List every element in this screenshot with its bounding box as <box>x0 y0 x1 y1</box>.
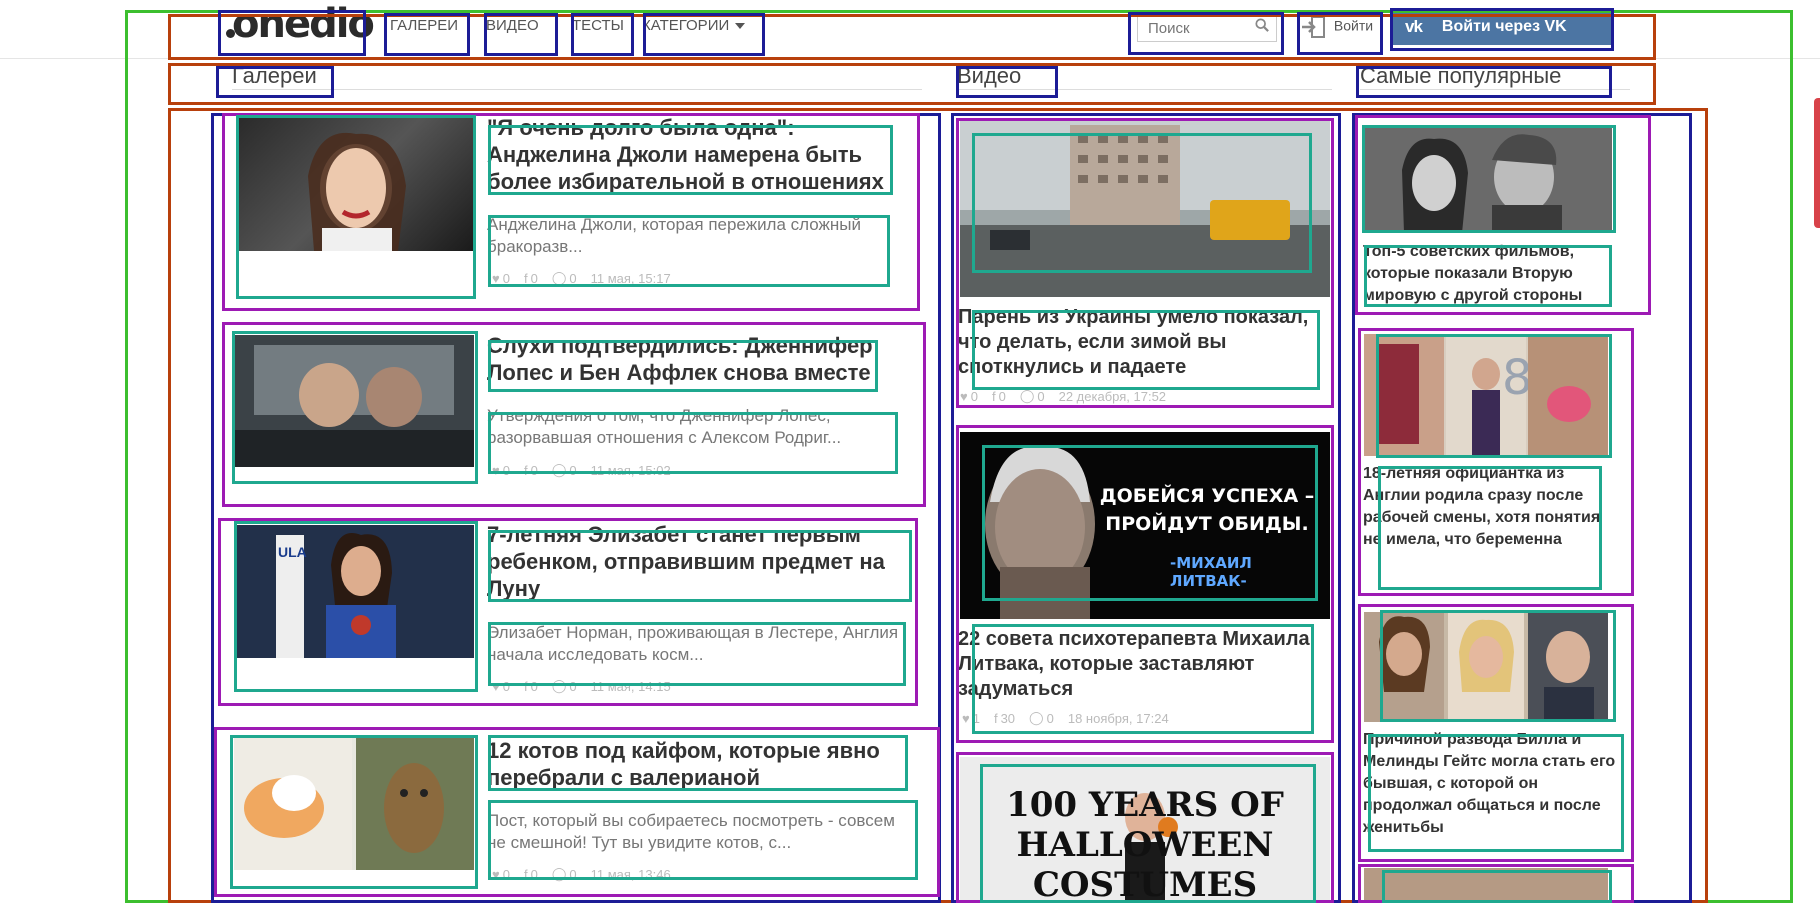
gallery-desc-3: Элизабет Норман, проживающая в Лестере, … <box>487 623 899 664</box>
like-icon[interactable]: ♥ 1 <box>962 710 980 726</box>
like-icon[interactable]: ♥ 0 <box>492 270 510 286</box>
facebook-icon[interactable]: f 0 <box>523 866 538 882</box>
video-image-1 <box>960 120 1330 297</box>
popular-title-3[interactable]: Причиной развода Билла и Мелинды Гейтс м… <box>1363 731 1616 836</box>
popular-thumb-1[interactable] <box>1364 125 1612 233</box>
section-rule <box>957 89 1332 90</box>
popular-thumb-2[interactable]: 8 <box>1364 334 1608 456</box>
gallery-image-1 <box>308 132 406 251</box>
vk-icon: vk <box>1405 17 1423 36</box>
gallery-image-2 <box>234 335 474 467</box>
search-box[interactable] <box>1137 12 1277 42</box>
popular-thumb-4[interactable] <box>1364 868 1608 903</box>
search-input[interactable] <box>1146 14 1250 42</box>
timestamp: 11 мая, 14:15 <box>590 678 671 694</box>
timestamp: 22 декабря, 17:52 <box>1058 388 1167 404</box>
popular-thumb-3[interactable] <box>1364 612 1608 722</box>
nav-categories[interactable]: КАТЕГОРИИ <box>642 17 746 34</box>
scroll-accent <box>1814 98 1820 228</box>
video-image-3 <box>960 757 1330 903</box>
gallery-title-1[interactable]: "Я очень долго была одна": Анджелина Джо… <box>487 115 884 194</box>
timestamp: 18 ноября, 17:24 <box>1067 710 1169 726</box>
like-icon[interactable]: ♥ 0 <box>492 462 510 478</box>
whatsapp-icon[interactable]: ◯ 0 <box>551 462 577 478</box>
popular-title-1[interactable]: Топ-5 советских фильмов, которые показал… <box>1363 243 1583 304</box>
gallery-thumb-2[interactable] <box>234 335 474 467</box>
gallery-title-3[interactable]: 7-летняя Элизабет станет первым ребенком… <box>487 522 885 601</box>
gallery-desc-2: Утверждения о том, что Дженнифер Лопес, … <box>487 406 842 447</box>
vk-login-button[interactable]: vk Войти через VK <box>1393 9 1613 45</box>
video-meta-1: ♥ 0 f 0 ◯ 0 22 декабря, 17:52 <box>960 388 1166 404</box>
login-link[interactable]: Войти <box>1300 16 1373 38</box>
section-rule <box>232 89 922 90</box>
gallery-title-2[interactable]: Слухи подтвердились: Дженнифер Лопес и Б… <box>487 333 873 385</box>
facebook-icon[interactable]: f 0 <box>523 462 538 478</box>
gallery-meta-4: ♥ 0 f 0 ◯ 0 11 мая, 13:46 <box>492 866 671 882</box>
popular-image-2: 8 <box>1364 334 1608 456</box>
svg-text:8: 8 <box>1502 350 1533 406</box>
gallery-meta-1: ♥ 0 f 0 ◯ 0 11 мая, 15:17 <box>492 270 671 286</box>
gallery-desc-4: Пост, который вы собираетесь посмотреть … <box>487 811 895 852</box>
gallery-meta-2: ♥ 0 f 0 ◯ 0 11 мая, 15:02 <box>492 462 671 478</box>
popular-image-3 <box>1364 612 1608 722</box>
gallery-thumb-3[interactable]: ULA <box>236 525 474 658</box>
whatsapp-icon[interactable]: ◯ 0 <box>551 866 577 882</box>
video-thumb-1[interactable] <box>960 120 1330 297</box>
video-image-2 <box>960 432 1330 619</box>
whatsapp-icon[interactable]: ◯ 0 <box>1019 388 1045 404</box>
login-door-icon <box>1302 16 1325 38</box>
gallery-desc-1: Анджелина Джоли, которая пережила сложны… <box>487 215 862 256</box>
search-icon[interactable] <box>1255 18 1269 32</box>
video-title-1[interactable]: Парень из Украины умело показал, что дел… <box>958 306 1309 378</box>
timestamp: 11 мая, 15:17 <box>590 270 671 286</box>
nav-video[interactable]: ВИДЕО <box>486 17 539 34</box>
video-meta-2: ♥ 1 f 30 ◯ 0 18 ноября, 17:24 <box>962 710 1169 726</box>
section-title-popular: Самые популярные <box>1360 63 1562 88</box>
facebook-icon[interactable]: f 0 <box>523 270 538 286</box>
video-quote-author: -МИХАИЛ ЛИТВАК- <box>1170 554 1252 590</box>
gallery-thumb-4[interactable] <box>234 738 474 870</box>
like-icon[interactable]: ♥ 0 <box>492 866 510 882</box>
site-logo[interactable]: onedio <box>226 2 375 46</box>
gallery-thumb-1[interactable] <box>238 116 474 251</box>
video-poster-text: 100 YEARS OF HALLOWEEN COSTUMES <box>1006 785 1284 903</box>
nav-tests[interactable]: ТЕСТЫ <box>572 17 624 34</box>
video-thumb-2[interactable]: ДОБЕЙСЯ УСПЕХА – ПРОЙДУТ ОБИДЫ. -МИХАИЛ … <box>960 432 1330 619</box>
video-quote: ДОБЕЙСЯ УСПЕХА – ПРОЙДУТ ОБИДЫ. <box>1099 485 1315 535</box>
facebook-icon[interactable]: f 30 <box>993 710 1016 726</box>
popular-title-2[interactable]: 18-летняя официантка из Англии родила ср… <box>1363 465 1601 548</box>
nav-galleries[interactable]: ГАЛЕРЕИ <box>390 17 459 34</box>
popular-image-1 <box>1364 125 1612 233</box>
video-thumb-3[interactable]: 100 YEARS OF HALLOWEEN COSTUMES <box>960 757 1330 903</box>
whatsapp-icon[interactable]: ◯ 0 <box>551 678 577 694</box>
section-title-video[interactable]: Видео <box>957 63 1022 88</box>
facebook-icon[interactable]: f 0 <box>991 388 1006 404</box>
section-title-galleries[interactable]: Галереи <box>232 63 317 88</box>
like-icon[interactable]: ♥ 0 <box>492 678 510 694</box>
whatsapp-icon[interactable]: ◯ 0 <box>551 270 577 286</box>
gallery-title-4[interactable]: 12 котов под кайфом, которые явно перебр… <box>487 738 880 790</box>
gallery-image-4 <box>234 738 474 870</box>
header-divider <box>0 58 1820 59</box>
like-icon[interactable]: ♥ 0 <box>960 388 978 404</box>
section-rule <box>1360 89 1630 90</box>
whatsapp-icon[interactable]: ◯ 0 <box>1029 710 1054 726</box>
svg-text:ULA: ULA <box>278 544 307 560</box>
timestamp: 11 мая, 15:02 <box>590 462 671 478</box>
timestamp: 11 мая, 13:46 <box>590 866 671 882</box>
gallery-image-3: ULA <box>236 525 474 658</box>
chevron-down-icon <box>735 23 746 30</box>
video-title-2[interactable]: 22 совета психотерапевта Михаила Литвака… <box>958 628 1310 700</box>
gallery-meta-3: ♥ 0 f 0 ◯ 0 11 мая, 14:15 <box>492 678 671 694</box>
facebook-icon[interactable]: f 0 <box>523 678 538 694</box>
